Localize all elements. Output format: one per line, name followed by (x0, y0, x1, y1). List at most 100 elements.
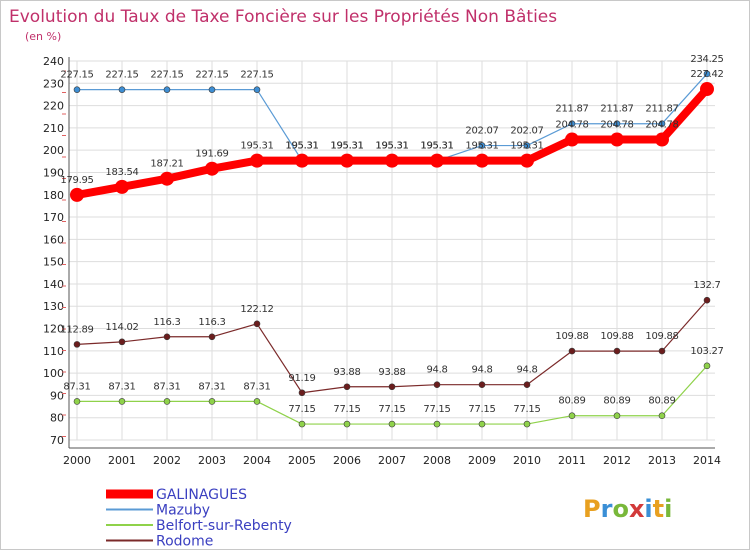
data-label-galinagues: 195.31 (285, 141, 318, 152)
data-point-galinagues (70, 187, 84, 202)
data-label-galinagues: 179.95 (60, 175, 93, 186)
data-point-galinagues (160, 171, 174, 186)
y-tick-label: 70 (50, 434, 64, 447)
data-label-belfort-sur-rebenty: 87.31 (63, 381, 90, 392)
data-label-galinagues: 227.42 (690, 69, 723, 80)
y-tick-label: 90 (50, 389, 64, 402)
data-point-rodome (388, 383, 396, 391)
data-point-galinagues (700, 82, 714, 97)
data-label-belfort-sur-rebenty: 77.15 (513, 404, 540, 415)
data-label-belfort-sur-rebenty: 77.15 (378, 404, 405, 415)
data-label-galinagues: 183.54 (105, 167, 138, 178)
data-label-galinagues: 195.31 (465, 141, 498, 152)
data-point-rodome (703, 296, 711, 304)
data-point-belfort-sur-rebenty (388, 420, 396, 428)
data-point-belfort-sur-rebenty (73, 398, 81, 405)
data-point-galinagues (295, 153, 309, 168)
y-tick-label: 200 (43, 144, 64, 157)
data-point-mazuby (703, 70, 711, 78)
x-tick-label: 2009 (468, 454, 496, 467)
data-point-belfort-sur-rebenty (433, 420, 441, 428)
data-point-rodome (298, 389, 306, 397)
x-tick-label: 2005 (288, 454, 316, 467)
data-label-galinagues: 195.31 (510, 141, 543, 152)
proxiti-logo: Proxiti (583, 495, 672, 523)
legend-label-rodome: Rodome (156, 534, 213, 550)
logo-letter: o (612, 495, 629, 523)
data-point-belfort-sur-rebenty (568, 412, 576, 420)
data-label-belfort-sur-rebenty: 87.31 (243, 381, 270, 392)
data-label-galinagues: 195.31 (420, 141, 453, 152)
axis-layer: 7080901001101201301401501601701801902002… (43, 55, 721, 467)
data-label-rodome: 122.12 (240, 304, 273, 315)
y-tick-label: 110 (43, 345, 64, 358)
data-label-rodome: 109.88 (555, 331, 588, 342)
data-label-galinagues: 204.78 (645, 120, 678, 131)
data-point-galinagues (520, 153, 534, 168)
data-point-galinagues (565, 132, 579, 147)
data-label-galinagues: 191.69 (195, 149, 228, 160)
x-tick-label: 2007 (378, 454, 406, 467)
data-label-belfort-sur-rebenty: 77.15 (333, 404, 360, 415)
data-label-belfort-sur-rebenty: 77.15 (288, 404, 315, 415)
x-tick-label: 2011 (558, 454, 586, 467)
data-label-galinagues: 195.31 (240, 141, 273, 152)
y-tick-label: 240 (43, 55, 64, 68)
data-label-mazuby: 195.31 (375, 141, 408, 152)
y-tick-label: 150 (43, 256, 64, 269)
series-layer (70, 70, 714, 428)
data-label-rodome: 91.19 (288, 373, 315, 384)
data-point-mazuby (118, 86, 126, 93)
y-axis-unit-label: (en %) (25, 30, 61, 43)
x-tick-label: 2002 (153, 454, 181, 467)
data-label-belfort-sur-rebenty: 77.15 (468, 404, 495, 415)
x-tick-label: 2012 (603, 454, 631, 467)
logo-letter: P (583, 495, 601, 523)
data-point-rodome (433, 381, 441, 389)
data-point-belfort-sur-rebenty (208, 398, 216, 405)
data-point-galinagues (205, 161, 219, 176)
data-label-mazuby: 211.87 (555, 104, 588, 115)
x-tick-label: 2008 (423, 454, 451, 467)
data-label-mazuby: 202.07 (465, 126, 498, 137)
data-point-galinagues (250, 153, 264, 168)
data-label-mazuby: 227.15 (195, 70, 228, 81)
data-point-rodome (523, 381, 531, 389)
data-label-rodome: 93.88 (378, 367, 405, 378)
data-label-mazuby: 195.31 (330, 141, 363, 152)
data-point-galinagues (385, 153, 399, 168)
data-label-mazuby: 195.31 (420, 141, 453, 152)
x-tick-label: 2006 (333, 454, 361, 467)
x-tick-label: 2000 (63, 454, 91, 467)
data-point-galinagues (430, 153, 444, 168)
y-tick-label: 190 (43, 166, 64, 179)
data-label-mazuby: 211.87 (645, 104, 678, 115)
chart-title: Evolution du Taux de Taxe Foncière sur l… (9, 7, 557, 27)
y-tick-label: 120 (43, 323, 64, 336)
y-tick-label: 100 (43, 367, 64, 380)
data-label-rodome: 114.02 (105, 322, 138, 333)
grid-layer (69, 60, 715, 441)
data-point-belfort-sur-rebenty (163, 398, 171, 405)
data-point-mazuby (478, 142, 486, 149)
data-label-galinagues: 204.78 (600, 120, 633, 131)
x-tick-label: 2013 (648, 454, 676, 467)
logo-text: Proxiti (583, 495, 672, 523)
data-point-belfort-sur-rebenty (343, 420, 351, 428)
data-label-mazuby: 234.25 (690, 54, 723, 65)
legend-label-galinagues: GALINAGUES (156, 487, 247, 503)
data-label-mazuby: 227.15 (150, 70, 183, 81)
data-point-rodome (613, 347, 621, 355)
data-point-belfort-sur-rebenty (523, 420, 531, 428)
data-label-belfort-sur-rebenty: 87.31 (198, 381, 225, 392)
data-point-belfort-sur-rebenty (658, 412, 666, 420)
data-point-rodome (118, 338, 126, 346)
logo-letter: r (601, 495, 613, 523)
data-point-rodome (73, 341, 81, 348)
data-label-rodome: 94.8 (471, 365, 492, 376)
data-label-galinagues: 204.78 (555, 120, 588, 131)
data-point-mazuby (253, 86, 261, 93)
y-tick-label: 80 (50, 412, 64, 425)
data-point-rodome (568, 347, 576, 355)
